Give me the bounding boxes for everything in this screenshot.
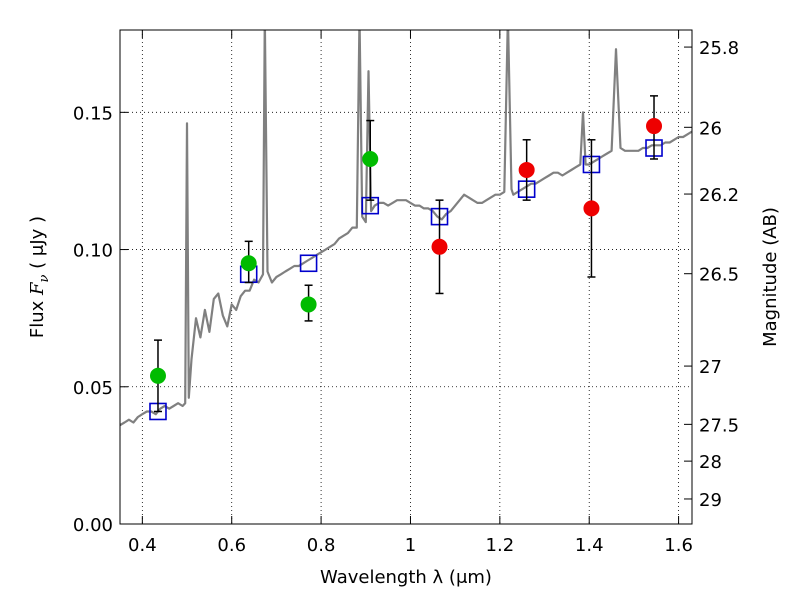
y2-tick-label: 26.2 bbox=[699, 185, 739, 206]
y-tick-label: 0.15 bbox=[73, 103, 113, 124]
y2-tick-label: 27 bbox=[699, 357, 722, 378]
model-point-square bbox=[299, 254, 318, 273]
observed-points bbox=[149, 118, 663, 384]
y2-tick-label: 29 bbox=[699, 490, 722, 511]
x-axis-title: Wavelength λ (μm) bbox=[320, 567, 492, 588]
y-tick-label: 0.00 bbox=[73, 515, 113, 536]
nir-point bbox=[583, 200, 600, 217]
x-tick-label: 1.6 bbox=[664, 535, 693, 556]
x-tick-label: 1 bbox=[405, 535, 416, 556]
x-tick-label: 0.8 bbox=[307, 535, 336, 556]
y2-axis-title: Magnitude (AB) bbox=[760, 207, 781, 347]
y2-tick-label: 25.8 bbox=[699, 38, 739, 59]
nir-point bbox=[518, 161, 535, 178]
y-tick-label: 0.10 bbox=[73, 241, 113, 262]
x-tick-label: 0.4 bbox=[128, 535, 157, 556]
x-tick-label: 1.4 bbox=[575, 535, 604, 556]
nir-point bbox=[431, 238, 448, 255]
x-tick-label: 0.6 bbox=[217, 535, 246, 556]
y-axis-title: Flux Fν ( μJy ) bbox=[27, 216, 52, 338]
x-tick-label: 1.2 bbox=[486, 535, 515, 556]
optical-point bbox=[149, 367, 166, 384]
optical-point bbox=[362, 150, 379, 167]
y2-tick-label: 26 bbox=[699, 118, 722, 139]
grid-lines bbox=[120, 30, 692, 524]
y2-tick-label: 27.5 bbox=[699, 415, 739, 436]
optical-point bbox=[300, 296, 317, 313]
axis-ticks: 0.4 0.6 0.8 1 1.2 1.4 1.6 0.00 0.05 0.10 0.15 25.8 2… bbox=[73, 30, 739, 556]
y2-tick-label: 28 bbox=[699, 452, 722, 473]
plot-frame bbox=[119, 29, 693, 525]
y2-tick-label: 26.5 bbox=[699, 265, 739, 286]
y-tick-label: 0.05 bbox=[73, 378, 113, 399]
optical-point bbox=[240, 255, 257, 272]
plot-area bbox=[120, 30, 692, 427]
errorbars bbox=[153, 95, 659, 413]
nir-point bbox=[646, 118, 663, 135]
